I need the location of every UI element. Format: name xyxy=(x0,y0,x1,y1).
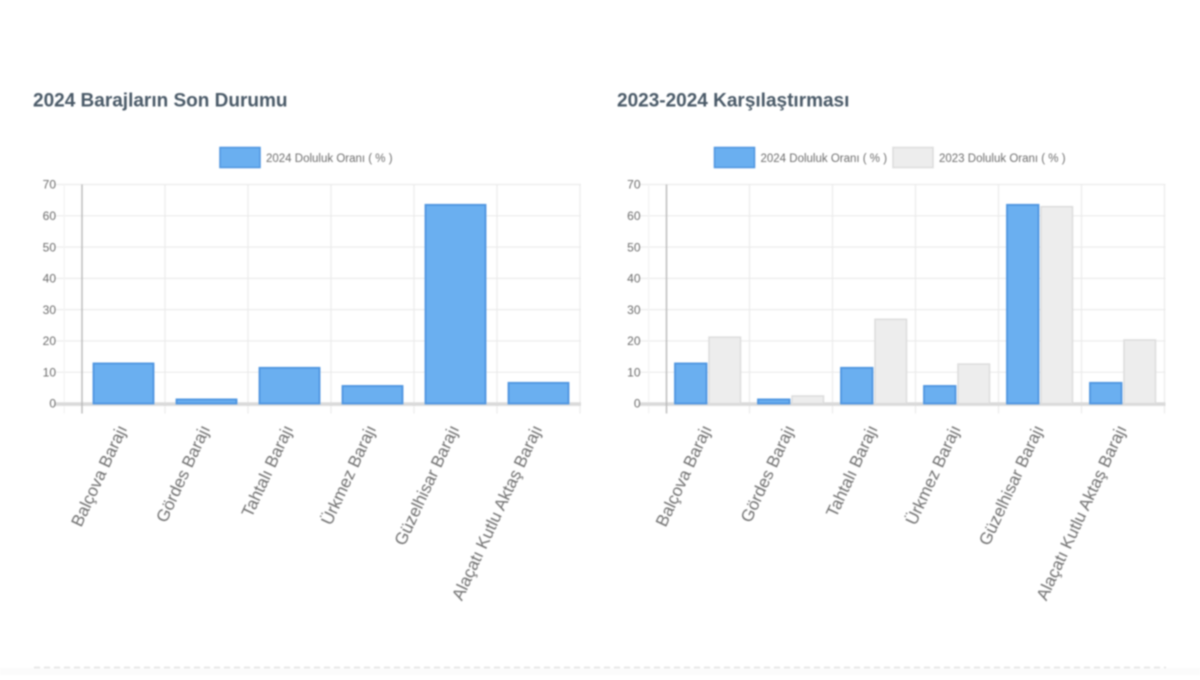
svg-text:0: 0 xyxy=(49,397,56,411)
svg-text:0: 0 xyxy=(634,397,641,411)
svg-text:50: 50 xyxy=(627,240,641,254)
svg-text:20: 20 xyxy=(43,334,57,348)
svg-text:40: 40 xyxy=(43,272,57,286)
svg-text:2023 Doluluk Oranı ( % ): 2023 Doluluk Oranı ( % ) xyxy=(939,153,1066,165)
svg-text:2024 Barajların Son Durumu: 2024 Barajların Son Durumu xyxy=(33,91,287,112)
svg-text:2024 Doluluk Oranı ( % ): 2024 Doluluk Oranı ( % ) xyxy=(761,153,888,165)
svg-text:70: 70 xyxy=(627,178,641,192)
svg-text:10: 10 xyxy=(627,365,641,379)
svg-text:50: 50 xyxy=(43,240,57,254)
svg-text:40: 40 xyxy=(627,272,641,286)
svg-text:60: 60 xyxy=(43,209,57,223)
svg-text:10: 10 xyxy=(43,365,57,379)
svg-text:2023-2024 Karşılaştırması: 2023-2024 Karşılaştırması xyxy=(617,91,849,112)
svg-text:30: 30 xyxy=(43,303,57,317)
svg-text:30: 30 xyxy=(627,303,641,317)
svg-text:2024 Doluluk Oranı ( % ): 2024 Doluluk Oranı ( % ) xyxy=(266,153,393,165)
svg-text:20: 20 xyxy=(627,334,641,348)
svg-text:70: 70 xyxy=(43,178,57,192)
svg-text:60: 60 xyxy=(627,209,641,223)
